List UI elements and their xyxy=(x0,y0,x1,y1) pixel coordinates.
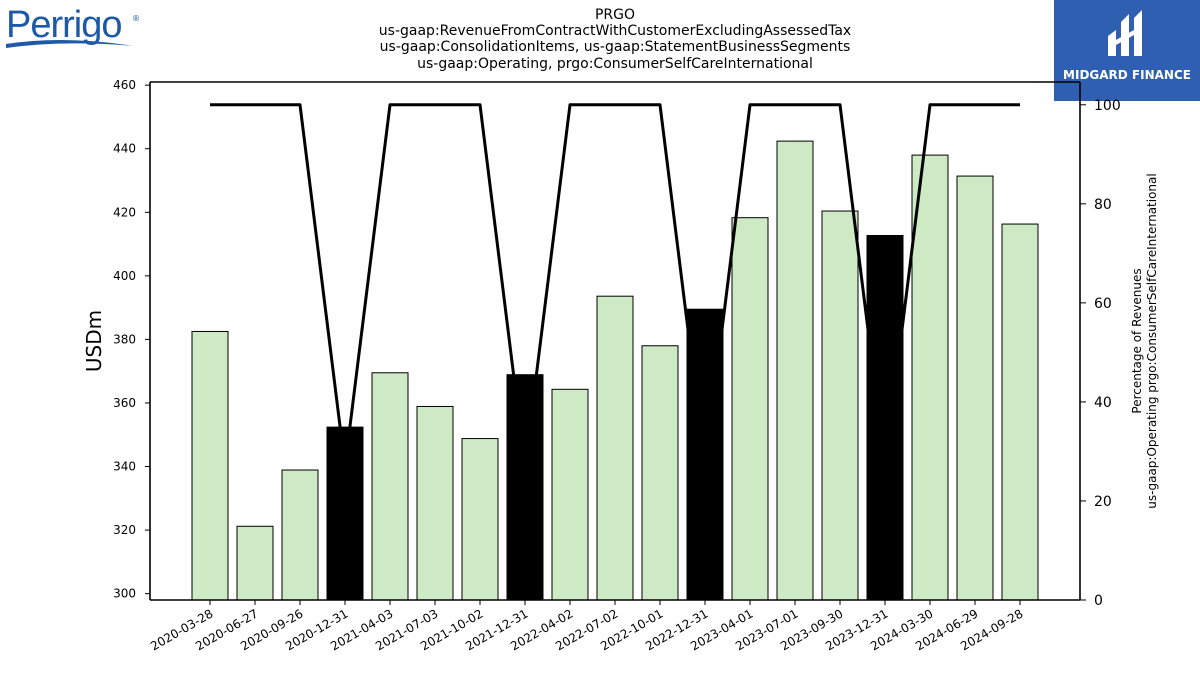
bar-2022-07-02 xyxy=(596,295,634,601)
bar-2024-09-28 xyxy=(1001,223,1039,601)
chart-title-line-2: us-gaap:RevenueFromContractWithCustomerE… xyxy=(378,23,852,40)
y2-tick-label-80: 80 xyxy=(1094,197,1112,213)
y2-axis-label-line-1: Percentage of Revenues xyxy=(1130,268,1144,413)
y2-tick-label-0: 0 xyxy=(1094,593,1103,609)
chart-title: PRGO us-gaap:RevenueFromContractWithCust… xyxy=(340,7,890,72)
bar-2020-03-28 xyxy=(191,330,229,601)
y-tick-label-400: 400 xyxy=(113,269,136,283)
y-tick-label-420: 420 xyxy=(113,205,136,219)
bar-2024-06-29 xyxy=(956,175,994,601)
bars-layer xyxy=(191,140,1039,601)
y-tick-label-340: 340 xyxy=(113,460,136,474)
bar-2020-09-26 xyxy=(281,469,319,601)
bar-2022-10-01 xyxy=(641,345,679,601)
line-layer xyxy=(210,103,1020,468)
bar-2021-12-31 xyxy=(506,374,544,601)
y-axis-label: USDm xyxy=(82,310,106,372)
y2-axis-label-line-2: us-gaap:Operating prgo:ConsumerSelfCareI… xyxy=(1145,173,1159,508)
bar-2024-03-30 xyxy=(911,154,949,601)
midgard-logo-text: MIDGARD FINANCE xyxy=(1063,68,1191,82)
y-tick-label-360: 360 xyxy=(113,396,136,410)
bar-2023-09-30 xyxy=(821,210,859,601)
y2-tick-label-60: 60 xyxy=(1094,296,1112,312)
perrigo-swoosh xyxy=(6,39,134,48)
y2-tick-label-40: 40 xyxy=(1094,395,1112,411)
percentage-line xyxy=(210,103,1020,468)
bar-2021-07-03 xyxy=(416,405,454,601)
chart-title-line-1: PRGO xyxy=(594,7,636,23)
perrigo-logo-mark: ® xyxy=(132,14,140,23)
bar-2022-04-02 xyxy=(551,388,589,601)
chart-title-line-4: us-gaap:Operating, prgo:ConsumerSelfCare… xyxy=(417,55,813,72)
y2-tick-label-20: 20 xyxy=(1094,494,1112,510)
bar-2023-04-01 xyxy=(731,217,769,601)
y2-tick-label-100: 100 xyxy=(1094,98,1121,114)
bar-2021-10-02 xyxy=(461,438,499,601)
chart-title-line-3: us-gaap:ConsolidationItems, us-gaap:Stat… xyxy=(379,39,851,56)
perrigo-logo-text: Perrigo xyxy=(6,4,122,46)
bar-2023-07-01 xyxy=(776,140,814,601)
y-tick-label-320: 320 xyxy=(113,523,136,537)
midgard-logo-icon xyxy=(1108,10,1142,56)
midgard-finance-logo: MIDGARD FINANCE xyxy=(1054,0,1200,101)
bar-2020-06-27 xyxy=(236,525,274,601)
y-tick-label-460: 460 xyxy=(113,78,136,92)
y-tick-label-440: 440 xyxy=(113,142,136,156)
perrigo-logo: Perrigo ® xyxy=(6,4,140,48)
y-tick-label-300: 300 xyxy=(113,587,136,601)
bar-2021-04-03 xyxy=(371,372,409,601)
y-tick-label-380: 380 xyxy=(113,332,136,346)
bar-2020-12-31 xyxy=(326,426,364,601)
bar-2023-12-31 xyxy=(866,234,904,601)
